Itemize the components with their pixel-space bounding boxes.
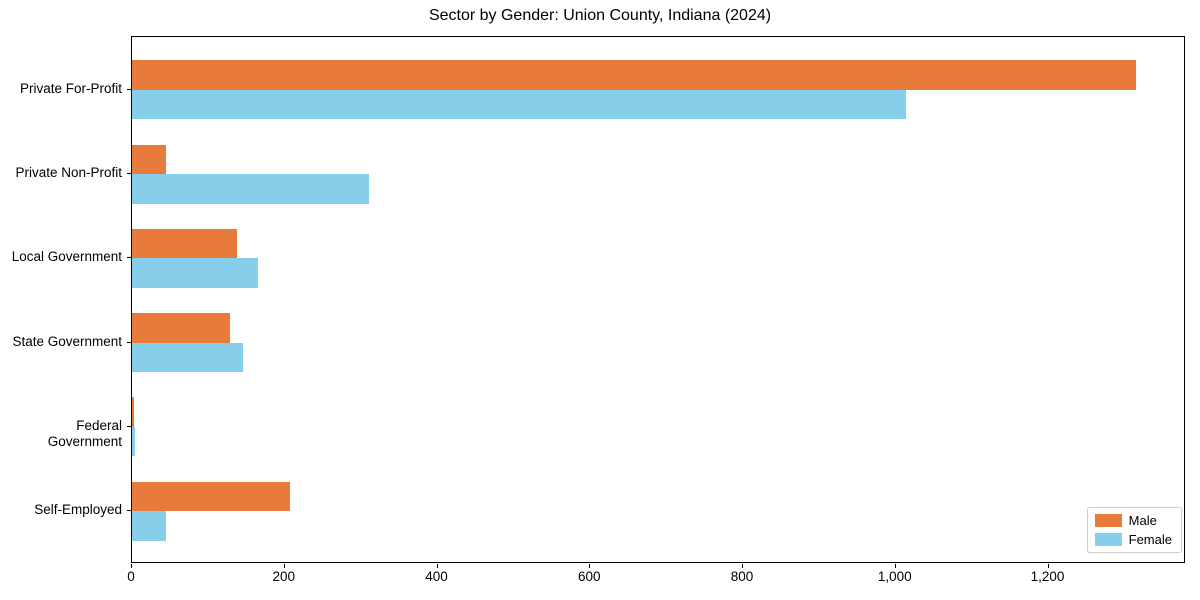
ytick-label-federal-government: Federal Government — [47, 417, 122, 449]
legend-item-female: Female — [1094, 532, 1172, 547]
bar-female-federal-government — [132, 426, 136, 457]
xtick-mark — [131, 564, 132, 568]
xtick-mark — [1047, 564, 1049, 568]
bar-female-private-non-profit — [132, 174, 369, 204]
bar-male-self-employed — [132, 481, 291, 512]
ytick-mark — [127, 88, 131, 90]
bar-male-state-government — [132, 313, 230, 343]
bar-male-private-non-profit — [132, 144, 167, 174]
bar-male-federal-government — [132, 397, 134, 427]
ytick-label-state-government: State Government — [12, 333, 122, 349]
bar-female-self-employed — [132, 511, 166, 541]
ytick-label-private-for-profit: Private For-Profit — [19, 80, 122, 96]
xtick-mark — [894, 564, 896, 568]
bar-male-private-for-profit — [132, 60, 1136, 90]
ytick-mark — [127, 173, 131, 175]
legend-item-male: Male — [1094, 513, 1172, 528]
legend-swatch-male — [1094, 514, 1122, 527]
legend: Male Female — [1086, 507, 1182, 553]
xtick-label-1000: 1,000 — [877, 569, 912, 584]
ytick-label-local-government: Local Government — [11, 249, 122, 265]
xtick-mark — [589, 564, 591, 568]
chart-title: Sector by Gender: Union County, Indiana … — [428, 7, 772, 24]
ytick-mark — [127, 425, 131, 427]
bar-female-state-government — [132, 342, 243, 373]
plot-area: Male Female — [131, 36, 1185, 563]
xtick-label-600: 600 — [577, 569, 601, 584]
ytick-label-self-employed: Self-Employed — [34, 502, 122, 518]
xtick-label-1200: 1,200 — [1030, 569, 1065, 584]
bar-male-local-government — [132, 228, 237, 259]
bar-female-private-for-profit — [132, 89, 906, 120]
ytick-mark — [127, 257, 131, 259]
xtick-label-200: 200 — [272, 569, 296, 584]
xtick-mark — [742, 564, 743, 568]
legend-label-male: Male — [1128, 513, 1157, 528]
xtick-label-800: 800 — [730, 569, 754, 584]
legend-label-female: Female — [1128, 532, 1172, 547]
ytick-mark — [127, 341, 131, 343]
ytick-mark — [127, 510, 131, 512]
xtick-label-0: 0 — [127, 569, 135, 584]
bar-female-local-government — [132, 258, 259, 288]
legend-swatch-female — [1094, 533, 1122, 546]
xtick-label-400: 400 — [425, 569, 448, 584]
ytick-label-private-non-profit: Private Non-Profit — [15, 165, 122, 181]
xtick-mark — [436, 564, 438, 568]
xtick-mark — [283, 564, 285, 568]
